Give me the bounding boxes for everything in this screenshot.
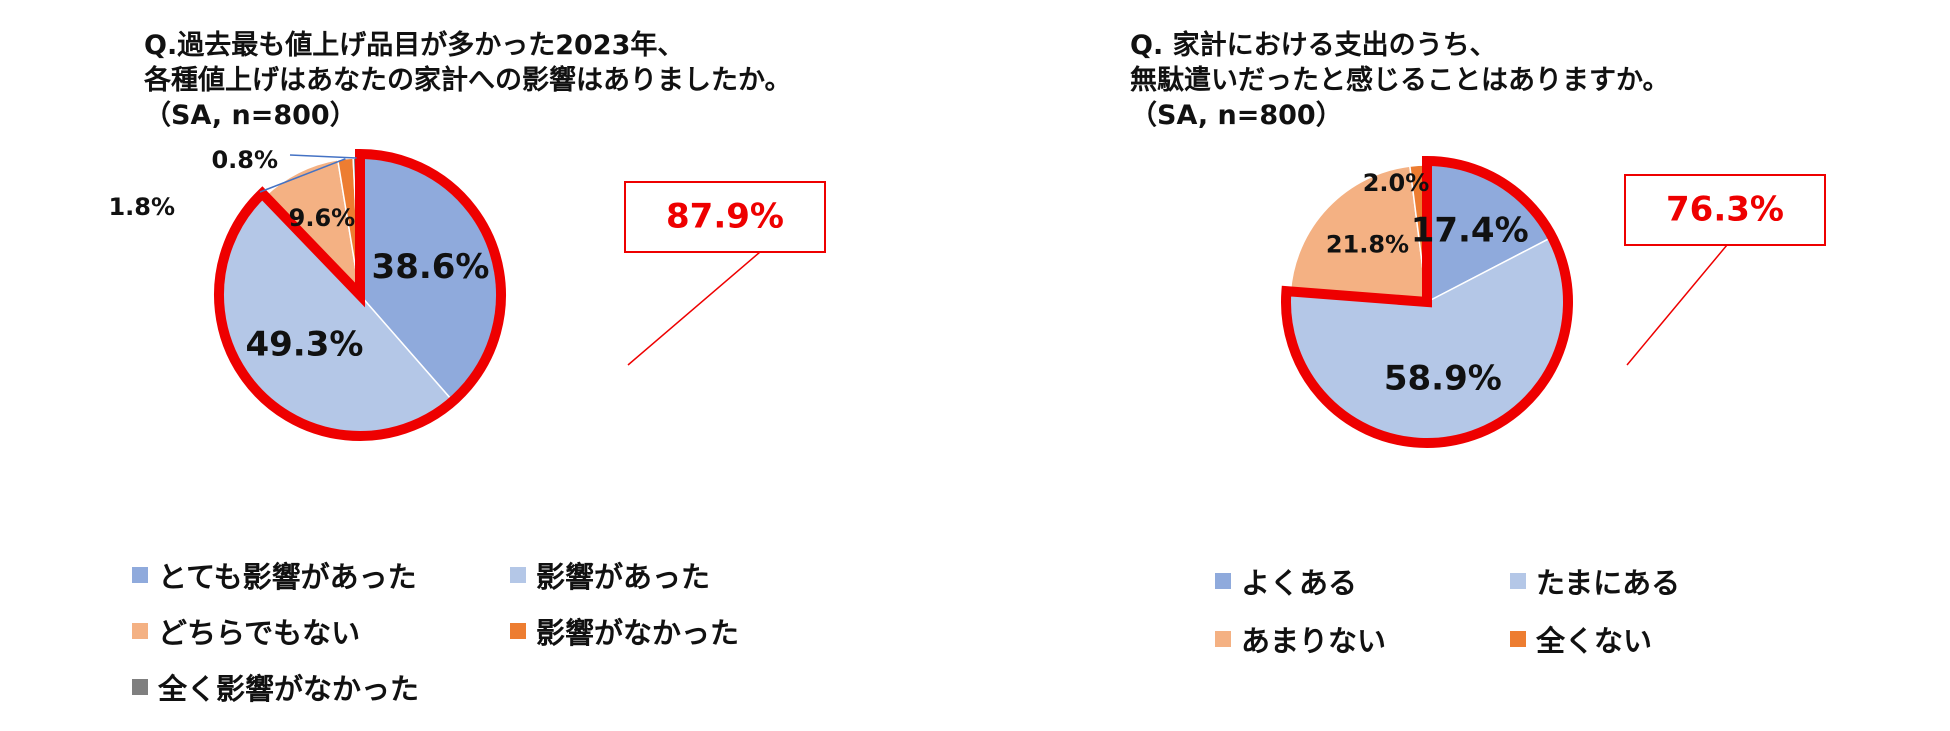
legend-item-slice-3: 全くない	[1510, 618, 1652, 660]
right-title-line-1: Q. 家計における支出のうち、	[1130, 30, 1497, 61]
legend-swatch	[510, 567, 526, 583]
left-chart-panel: Q.過去最も値上げ品目が多かった2023年、 各種値上げはあなたの家計への影響は…	[108, 28, 826, 708]
callout-total-label: 76.3%	[1666, 190, 1784, 230]
legend-label: 全く影響がなかった	[158, 672, 420, 706]
legend-swatch	[132, 623, 148, 639]
legend-item-slice-0: とても影響があった	[132, 554, 417, 596]
callout-connector	[1626, 244, 1728, 366]
data-label-slice-3: 2.0%	[1363, 169, 1430, 197]
pie-slice-2	[1289, 165, 1428, 303]
data-label-slice-3: 1.8%	[108, 193, 175, 221]
legend-item-slice-2: どちらでもない	[132, 610, 360, 652]
legend-label: とても影響があった	[158, 560, 417, 594]
legend-label: 影響があった	[536, 560, 711, 594]
left-title-line-1: Q.過去最も値上げ品目が多かった2023年、	[144, 30, 685, 61]
legend-item-slice-0: よくある	[1215, 560, 1357, 602]
data-label-slice-1: 58.9%	[1384, 358, 1502, 398]
leader-line-slice-4	[289, 154, 357, 159]
callout-connector	[627, 251, 761, 366]
data-label-slice-1: 49.3%	[245, 324, 363, 364]
data-label-slice-2: 21.8%	[1326, 230, 1409, 258]
callout-box	[624, 181, 826, 253]
leader-line-slice-3	[259, 158, 346, 193]
data-label-slice-0: 38.6%	[372, 247, 490, 287]
legend-label: どちらでもない	[158, 616, 361, 650]
left-pie-chart: 38.6%49.3% 9.6% 1.8% 0.8% 87.9%	[108, 146, 826, 441]
data-label-slice-2: 9.6%	[289, 204, 356, 232]
callout-box	[1624, 174, 1826, 246]
legend-swatch	[1215, 573, 1231, 589]
data-label-slice-4: 0.8%	[211, 146, 278, 174]
legend-swatch	[1215, 631, 1231, 647]
legend-item-slice-1: 影響があった	[510, 554, 710, 596]
highlight-outline	[214, 148, 506, 441]
legend-item-slice-1: たまにある	[1510, 560, 1680, 602]
legend-label: 影響がなかった	[536, 616, 740, 650]
legend-label: よくある	[1241, 566, 1358, 600]
left-title-line-3: （SA, n=800）	[144, 100, 357, 131]
legend-swatch	[1510, 573, 1526, 589]
legend-label: たまにある	[1536, 566, 1681, 600]
legend-item-slice-2: あまりない	[1215, 618, 1386, 660]
legend-item-slice-3: 影響がなかった	[510, 610, 739, 652]
right-chart-title: Q. 家計における支出のうち、 無駄遣いだったと感じることはありますか。 （SA…	[1130, 28, 1669, 133]
legend-swatch	[132, 567, 148, 583]
right-title-line-3: （SA, n=800）	[1130, 100, 1343, 131]
legend-swatch	[510, 623, 526, 639]
right-pie-chart: 17.4% 58.9% 21.8% 2.0% 76.3%	[1281, 155, 1826, 448]
left-title-line-2: 各種値上げはあなたの家計への影響はありましたか。	[144, 65, 792, 96]
legend-swatch	[132, 679, 148, 695]
data-label-slice-0: 17.4%	[1411, 210, 1529, 250]
callout-total-label: 87.9%	[666, 197, 784, 237]
legend-label: あまりない	[1241, 624, 1387, 658]
right-chart-panel: Q. 家計における支出のうち、 無駄遣いだったと感じることはありますか。 （SA…	[975, 0, 1950, 731]
legend-item-slice-4: 全く影響がなかった	[132, 666, 419, 708]
legend-swatch	[1510, 631, 1526, 647]
legend-label: 全くない	[1536, 624, 1653, 658]
left-chart-title: Q.過去最も値上げ品目が多かった2023年、 各種値上げはあなたの家計への影響は…	[144, 28, 791, 133]
highlight-outline	[1281, 155, 1573, 448]
right-title-line-2: 無駄遣いだったと感じることはありますか。	[1130, 65, 1670, 96]
